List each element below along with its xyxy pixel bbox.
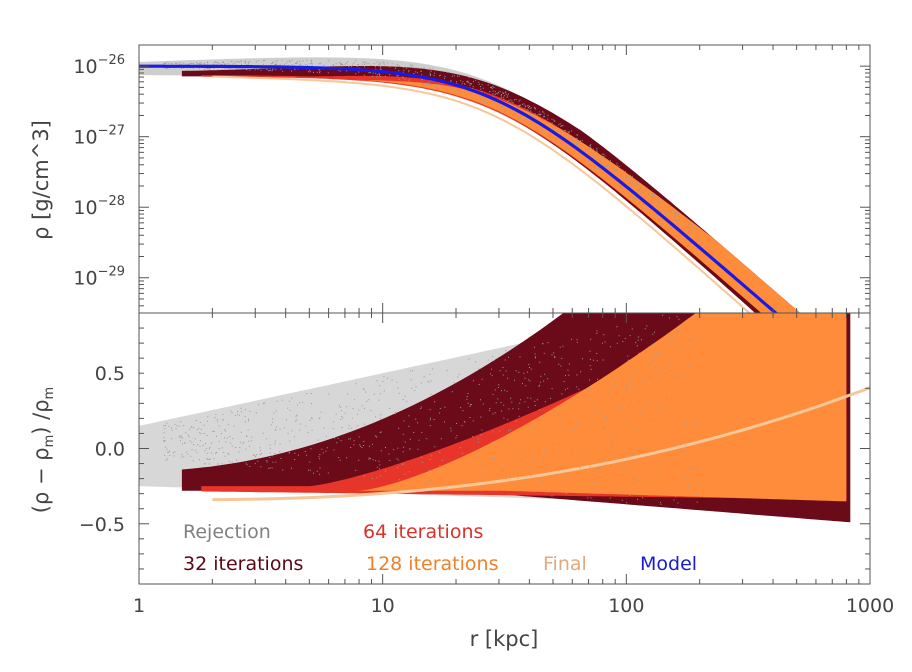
top-panel-plot-area [139,57,801,313]
top-panel-ticks: 10−26 10−27 10−28 10−29 [73,45,870,313]
x-tick-label: 1 [133,595,145,617]
bottom-y-axis-title: (ρ − ρm) /ρm [29,387,57,513]
top-y-tick-label: 10−26 [73,53,125,78]
legend-128-iterations: 128 iterations [366,553,498,575]
bottom-panel-plot-area [139,313,870,523]
x-tick-label: 10 [371,595,395,617]
legend-32-iterations: 32 iterations [183,553,303,575]
legend: Rejection 64 iterations 32 iterations 12… [183,521,697,575]
bottom-y-tick-label: −0.5 [79,514,125,536]
top-y-tick-label: 10−29 [73,265,125,290]
legend-64-iterations: 64 iterations [363,521,483,543]
bottom-y-tick-label: 0.0 [95,439,125,461]
top-y-axis-title: ρ [g/cm^3] [29,120,53,240]
bottom-panel-frame [138,312,871,585]
bottom-series-128-iterations [212,313,847,502]
top-series-final [212,75,751,313]
legend-rejection: Rejection [183,521,271,543]
top-y-tick-label: 10−28 [73,194,125,219]
bottom-series-final [212,386,870,502]
top-panel: 10−26 10−27 10−28 10−29 [73,45,870,313]
x-tick-label: 100 [608,595,644,617]
legend-final: Final [543,553,587,575]
top-series-model-line [139,64,779,313]
top-y-tick-label: 10−27 [73,124,125,149]
x-tick-label: 1000 [846,595,894,617]
legend-model: Model [640,553,697,575]
top-panel-frame [138,44,871,314]
bottom-panel-ticks: 1 10 100 1000 0.5 0.0 −0.5 [79,312,894,617]
bottom-y-tick-label: 0.5 [95,363,125,385]
x-axis-title: r [kpc] [470,627,539,651]
bottom-panel: 1 10 100 1000 0.5 0.0 −0.5 [79,312,894,617]
top-series-128-iterations [212,76,801,313]
